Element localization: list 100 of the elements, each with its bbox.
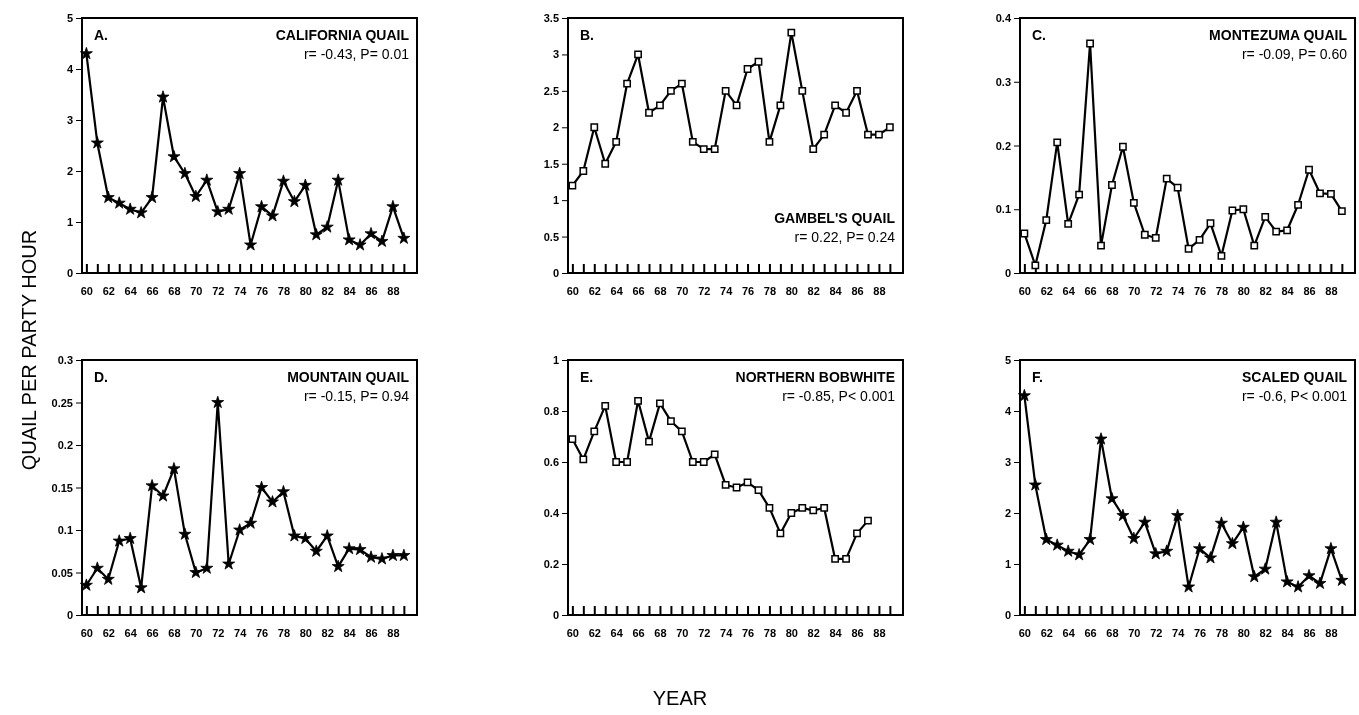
point [677,79,686,88]
point [1050,538,1064,551]
point [1061,544,1075,557]
point [134,206,148,219]
y-tick-label: 0.1 [995,203,1011,216]
x-tick-label: 60 [1018,626,1031,639]
x-tick-label: 88 [387,284,400,297]
x-tick-label: 68 [654,626,667,639]
annotation: F. [1032,369,1043,385]
y-tick-label: 0.25 [51,396,73,409]
x-tick-label: 78 [1215,626,1229,639]
point [1272,227,1281,236]
x-tick-label: 80 [785,284,798,297]
point [699,458,708,466]
point [1072,548,1086,561]
point [645,437,653,446]
point [1294,200,1302,209]
point [656,399,664,408]
y-tick-label: 0.2 [543,558,559,571]
y-tick-label: 1 [1004,558,1011,571]
x-tick-label: 86 [365,284,378,297]
x-tick-label: 64 [124,284,138,297]
point [568,435,577,443]
y-axis-title: QUAIL PER PARTY HOUR [18,229,40,471]
x-tick-label: 78 [763,626,777,639]
point [820,130,829,139]
y-tick-label: 2 [66,165,73,178]
point [612,137,621,146]
point [1151,234,1160,242]
x-tick-label: 68 [1106,626,1119,639]
point [568,181,577,190]
point [787,509,796,517]
point [1116,508,1130,522]
y-tick-label: 0.8 [543,405,559,418]
x-tick-label: 80 [1237,284,1250,297]
point [331,559,345,573]
point [1053,138,1062,147]
point [798,86,807,95]
point [820,503,829,512]
x-tick-label: 84 [1281,284,1295,297]
point [222,557,236,570]
point [342,541,356,555]
y-tick-label: 0 [552,267,559,280]
point [623,79,632,88]
point [353,238,367,251]
text: r= 0.22, P= 0.24 [794,229,896,245]
point [1316,189,1324,198]
point [277,174,290,187]
annotation: B. [580,27,594,43]
point [1182,580,1196,593]
point [222,202,236,215]
point [721,481,730,489]
x-tick-label: 68 [168,626,181,639]
x-tick-label: 70 [190,626,203,639]
point [864,516,872,525]
point [710,450,719,459]
x-tick-label: 76 [741,284,755,297]
point [112,534,126,547]
point [1083,532,1097,546]
point [634,50,642,59]
x-tick-label: 88 [873,626,886,639]
text: r= -0.6, P< 0.001 [1241,388,1348,404]
point [765,503,774,512]
point [1075,190,1084,199]
y-tick-label: 0 [66,267,73,280]
x-tick-label: 86 [851,626,864,639]
text: MONTEZUMA QUAIL [1209,27,1348,43]
x-tick-label: 80 [785,626,798,639]
x-tick-label: 88 [1325,626,1338,639]
point [331,173,345,186]
point [688,458,697,466]
point [1313,576,1327,589]
point [1160,544,1174,557]
point [798,503,807,512]
y-tick-label: 0.2 [995,139,1011,152]
point [112,196,126,209]
x-tick-label: 70 [676,626,689,639]
point [364,550,378,563]
text: r= -0.09, P= 0.60 [1241,46,1348,62]
y-tick-label: 1 [552,354,559,367]
point [1247,570,1261,583]
point [123,531,137,545]
x-tick-label: 72 [212,626,225,639]
x-tick-label: 70 [1128,284,1141,297]
point [842,108,850,117]
y-tick-label: 5 [1004,354,1011,367]
point [145,479,159,492]
point [266,495,279,508]
x-tick-label: 60 [566,284,579,297]
point [667,86,675,95]
y-tick-label: 0.6 [543,456,559,469]
point [1258,562,1272,575]
point [1335,573,1349,586]
x-tick-label: 82 [321,626,334,639]
point [178,166,192,180]
point [1280,575,1294,588]
x-tick-label: 64 [1062,626,1076,639]
x-tick-label: 64 [1062,284,1076,297]
point [79,578,93,591]
x-tick-label: 74 [720,284,734,297]
